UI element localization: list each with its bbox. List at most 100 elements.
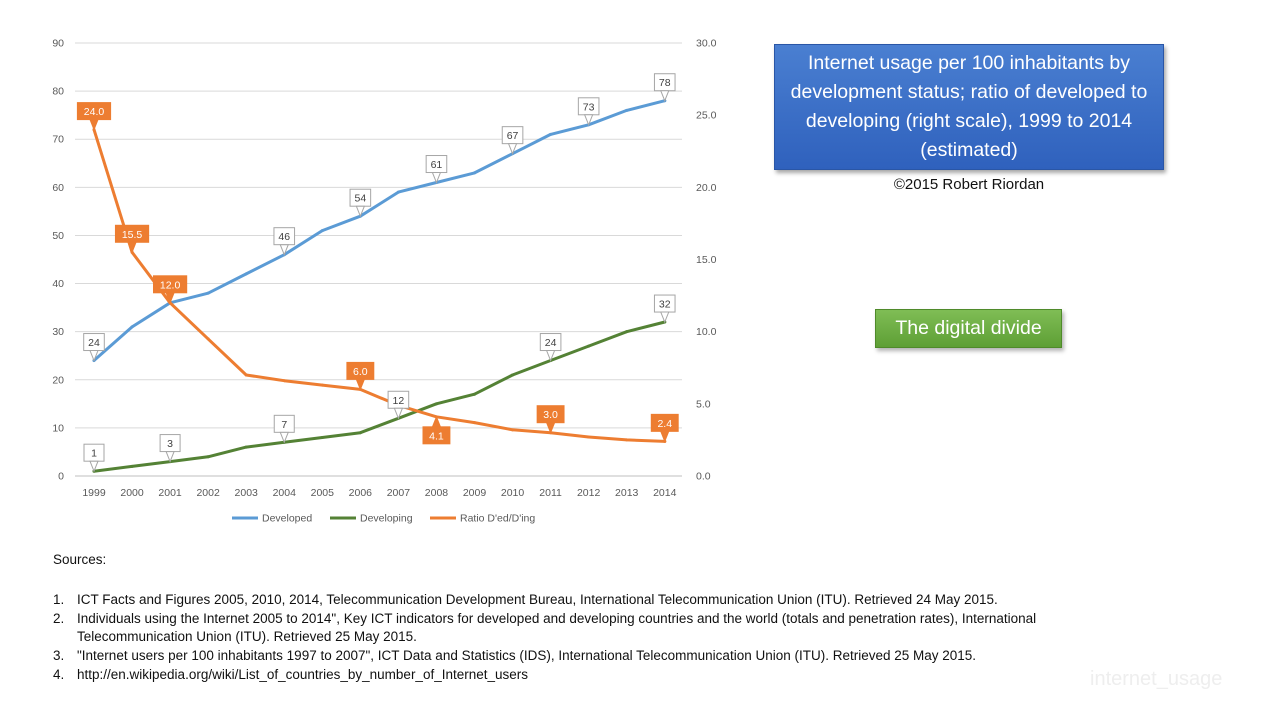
callout-label: The digital divide	[895, 317, 1042, 339]
data-label: 1	[91, 448, 97, 460]
y-right-tick-label: 0.0	[696, 471, 711, 483]
source-text: Individuals using the Internet 2005 to 2…	[77, 611, 1037, 644]
data-point	[625, 330, 629, 334]
data-label-pointer	[507, 143, 518, 156]
data-label: 32	[659, 299, 671, 311]
data-label-pointer	[89, 460, 99, 473]
data-label: 6.0	[353, 366, 368, 378]
data-label: 78	[659, 77, 671, 89]
x-tick-label: 2004	[273, 487, 297, 499]
x-tick-label: 2010	[501, 487, 525, 499]
data-point	[358, 431, 362, 435]
data-label-pointer	[660, 311, 670, 324]
data-label-pointer	[355, 205, 366, 218]
data-point	[473, 171, 476, 175]
source-item: 1. ICT Facts and Figures 2005, 2010, 2014…	[53, 591, 1153, 609]
y-right-tick-label: 5.0	[696, 398, 711, 410]
x-tick-label: 1999	[82, 487, 106, 499]
data-label-pointer	[165, 292, 175, 305]
source-text: "Internet users per 100 inhabitants 1997…	[77, 648, 977, 663]
data-label-pointer	[431, 415, 442, 428]
data-label-pointer	[660, 430, 670, 443]
data-label-pointer	[431, 172, 442, 184]
data-label-pointer	[393, 407, 404, 420]
data-label-pointer	[660, 90, 670, 103]
data-point	[473, 392, 476, 396]
x-tick-label: 2002	[196, 487, 220, 499]
data-label-pointer	[279, 244, 289, 257]
data-label: 24	[545, 337, 557, 349]
y-left-tick-label: 90	[52, 38, 64, 50]
data-point	[244, 373, 248, 377]
data-point	[130, 325, 134, 329]
x-tick-label: 2012	[577, 487, 601, 499]
y-left-tick-label: 70	[52, 134, 64, 146]
source-number: 2.	[53, 611, 65, 626]
y-right-tick-label: 10.0	[696, 326, 717, 338]
source-text: ICT Facts and Figures 2005, 2010, 2014, …	[77, 592, 998, 607]
data-label: 12.0	[160, 279, 181, 291]
data-label: 3	[167, 438, 173, 450]
data-label: 61	[431, 159, 443, 171]
data-point	[320, 436, 324, 440]
y-left-tick-label: 30	[52, 326, 64, 338]
x-tick-label: 2000	[120, 487, 144, 499]
watermark: internet_usage	[1090, 668, 1223, 690]
data-label-pointer	[279, 431, 289, 444]
data-label-pointer	[89, 119, 99, 131]
data-point	[511, 373, 515, 377]
source-number: 3.	[53, 648, 65, 663]
data-label: 2.4	[657, 418, 672, 430]
data-label: 15.5	[122, 229, 143, 241]
data-point	[244, 272, 248, 276]
series-line-ratio-d-ed-d-ing	[92, 128, 667, 443]
sources-heading: Sources:	[53, 552, 107, 567]
data-point	[130, 464, 134, 468]
source-number: 1.	[53, 592, 65, 607]
data-label: 54	[355, 193, 367, 205]
series-line-developed	[92, 99, 667, 362]
data-label: 7	[281, 419, 287, 431]
source-item[interactable]: 4. http://en.wikipedia.org/wiki/List_of_c…	[53, 666, 1153, 684]
copyright-text: ©2015 Robert Riordan	[893, 176, 1045, 193]
x-tick-label: 2013	[615, 487, 639, 499]
data-point	[206, 455, 210, 459]
data-point	[396, 190, 400, 194]
data-label: 12	[393, 395, 405, 407]
data-point	[587, 344, 591, 348]
y-left-tick-label: 40	[52, 278, 64, 290]
data-label-pointer	[545, 350, 556, 362]
y-left-tick-label: 80	[52, 86, 64, 98]
data-point	[549, 132, 553, 136]
data-point	[625, 438, 629, 442]
data-label: 4.1	[429, 430, 444, 442]
x-tick-label: 2001	[158, 487, 182, 499]
data-label: 73	[583, 101, 595, 113]
data-point	[625, 108, 629, 112]
y-left-tick-label: 0	[58, 471, 64, 483]
y-right-tick-label: 15.0	[696, 254, 717, 266]
x-tick-label: 2003	[235, 487, 259, 499]
y-left-tick-label: 60	[52, 182, 64, 194]
data-label: 24	[88, 337, 100, 349]
y-right-tick-label: 25.0	[696, 110, 717, 122]
data-point	[320, 229, 324, 233]
source-item: 2. Individuals using the Internet 2005 to…	[53, 610, 1153, 646]
x-tick-label: 2008	[425, 487, 449, 499]
data-label: 46	[278, 231, 290, 243]
data-label-pointer	[355, 378, 366, 391]
chart-title-box: Internet usage per 100 inhabitants by de…	[774, 44, 1164, 170]
x-tick-label: 2011	[539, 487, 562, 499]
data-label: 24.0	[84, 106, 105, 118]
y-left-tick-label: 10	[52, 422, 64, 434]
legend-label: Developing	[360, 513, 413, 525]
data-label-pointer	[583, 114, 594, 127]
source-number: 4.	[53, 667, 65, 682]
y-right-tick-label: 30.0	[696, 38, 717, 50]
data-point	[473, 421, 476, 425]
source-link[interactable]: http://en.wikipedia.org/wiki/List_of_cou…	[77, 667, 529, 682]
data-label-pointer	[127, 241, 137, 254]
series-line-developing	[92, 320, 667, 473]
x-tick-label: 2005	[311, 487, 335, 499]
